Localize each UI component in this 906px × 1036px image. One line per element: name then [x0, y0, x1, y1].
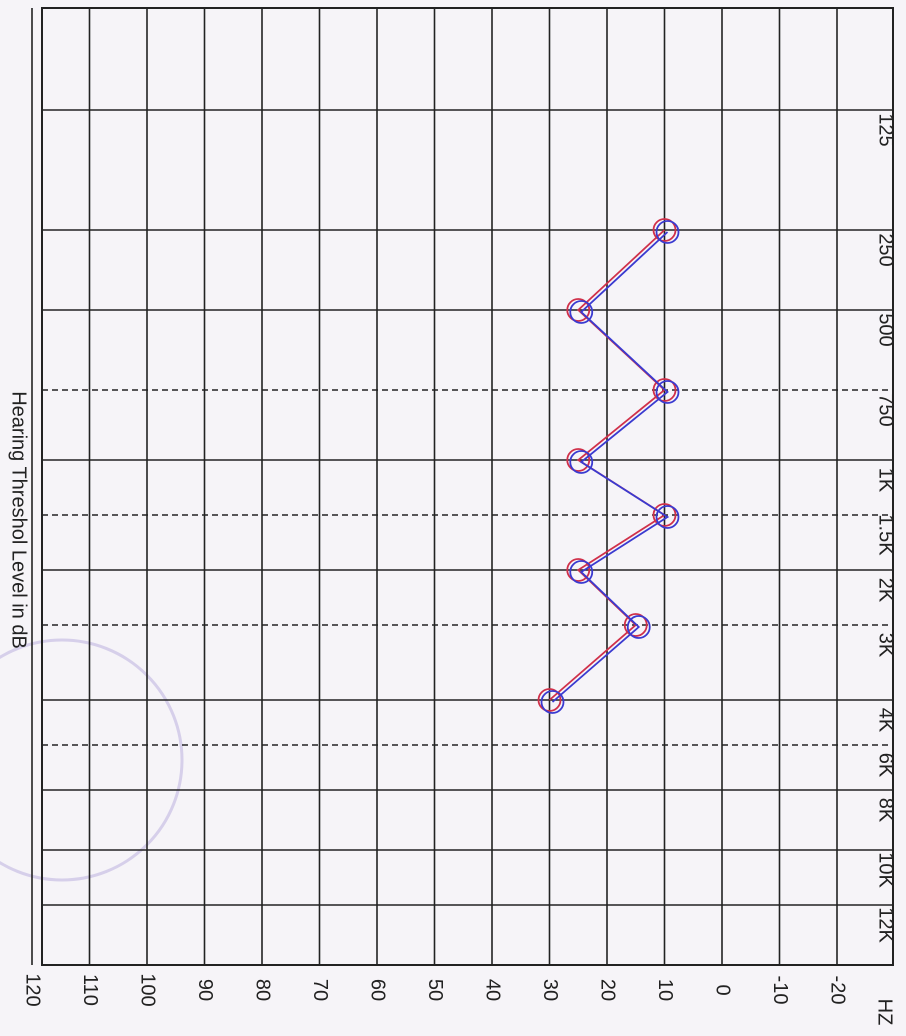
x-tick-label: 0	[712, 984, 734, 995]
x-tick-label: 60	[367, 979, 389, 1001]
point	[569, 450, 594, 474]
point	[623, 613, 648, 637]
point	[569, 560, 594, 584]
point	[566, 298, 591, 322]
plot-frame	[41, 7, 894, 966]
x-tick-label: 90	[194, 979, 216, 1001]
x-tick-label: 20	[597, 979, 619, 1001]
x-axis-title: Hearing Threshol Level in dB	[8, 391, 30, 649]
y-tick-label: 750	[875, 393, 897, 426]
y-tick-label: 2K	[875, 578, 897, 603]
point	[652, 503, 677, 527]
point	[540, 690, 565, 714]
x-tick-label: 80	[252, 979, 274, 1001]
y-axis-title: HZ	[874, 999, 896, 1026]
point	[655, 220, 680, 244]
x-tick-label: 30	[539, 979, 561, 1001]
y-tick-label: 4K	[875, 708, 897, 733]
series-line	[551, 231, 670, 703]
point	[626, 615, 651, 639]
point	[569, 300, 594, 324]
x-tick-label: 10	[654, 979, 676, 1001]
y-tick-label: 8K	[875, 798, 897, 823]
x-tick-label: -10	[769, 976, 791, 1005]
point	[655, 505, 680, 529]
y-tick-label: 1.5K	[875, 514, 897, 556]
x-tick-label: 40	[482, 979, 504, 1001]
x-tick-label: 50	[424, 979, 446, 1001]
y-tick-label: 6K	[875, 753, 897, 778]
y-tick-label: 125	[875, 113, 897, 146]
point	[566, 558, 591, 582]
x-tick-label: 120	[22, 973, 44, 1006]
y-tick-label: 10K	[875, 852, 897, 888]
y-tick-label: 12K	[875, 907, 897, 943]
point	[652, 378, 677, 402]
x-tick-label: 70	[309, 979, 331, 1001]
x-tick-label: 110	[79, 974, 101, 1006]
x-tick-label: 100	[137, 973, 159, 1006]
point	[566, 448, 591, 472]
y-tick-label: 1K	[875, 468, 897, 493]
y-tick-label: 500	[875, 313, 897, 346]
point	[652, 218, 677, 242]
y-tick-label: 250	[875, 233, 897, 266]
point	[537, 688, 562, 712]
point	[655, 380, 680, 404]
y-tick-label: 3K	[875, 633, 897, 658]
x-tick-label: -20	[827, 976, 849, 1005]
stamp	[0, 638, 184, 882]
